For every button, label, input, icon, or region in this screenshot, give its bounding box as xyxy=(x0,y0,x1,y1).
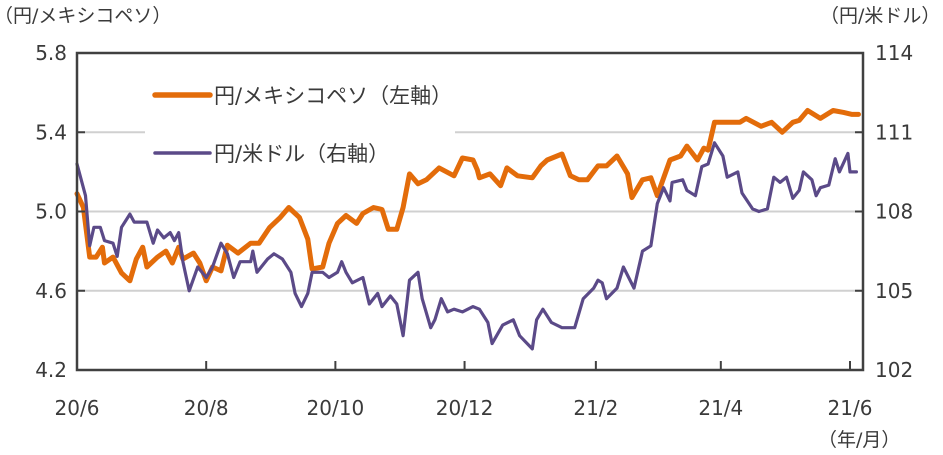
x-tick-label: 21/6 xyxy=(828,396,873,420)
right-tick-label: 114 xyxy=(875,41,913,65)
right-tick-label: 105 xyxy=(875,279,913,303)
x-tick-label: 21/4 xyxy=(698,396,743,420)
x-unit-label: （年/月） xyxy=(818,429,900,451)
x-tick-label: 20/6 xyxy=(55,396,100,420)
x-tick-label: 20/10 xyxy=(307,396,365,420)
right-tick-label: 102 xyxy=(875,358,913,382)
axis-ticks: 4.2 4.6 5.0 5.4 5.8 102 105 108 111 114 20/6 20/8 20… xyxy=(35,41,913,420)
right-tick-label: 108 xyxy=(875,200,913,224)
left-tick-label: 5.0 xyxy=(35,200,67,224)
left-tick-label: 4.6 xyxy=(35,279,67,303)
x-tick-label: 21/2 xyxy=(573,396,618,420)
series-lines xyxy=(74,108,861,351)
right-tick-label: 111 xyxy=(875,120,913,144)
legend-background xyxy=(145,131,455,165)
x-tick-label: 20/12 xyxy=(436,396,494,420)
series-line-jpy-usd xyxy=(75,141,858,351)
left-tick-label: 4.2 xyxy=(35,358,67,382)
right-axis-title: （円/米ドル） xyxy=(820,5,940,27)
x-tick-label: 20/8 xyxy=(184,396,229,420)
left-axis-title: （円/メキシコペソ） xyxy=(0,5,171,27)
left-tick-label: 5.8 xyxy=(35,41,67,65)
legend-background xyxy=(145,73,455,107)
legend: 円/メキシコペソ（左軸） 円/米ドル（右軸） xyxy=(145,73,455,166)
legend-label: 円/米ドル（右軸） xyxy=(214,142,389,166)
legend-label: 円/メキシコペソ（左軸） xyxy=(214,84,452,108)
left-tick-label: 5.4 xyxy=(35,120,67,144)
series-line-jpy-mxn xyxy=(74,108,861,284)
